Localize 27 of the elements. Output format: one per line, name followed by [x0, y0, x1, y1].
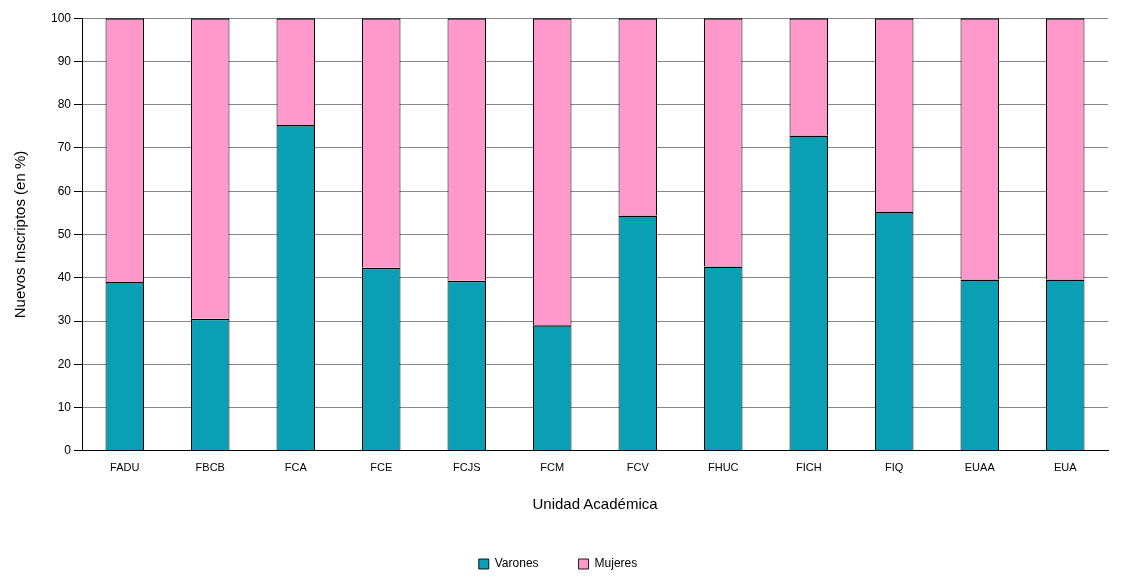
x-tick-label: FCJS [453, 461, 481, 474]
x-tick-label: FHUC [707, 461, 739, 474]
y-tick-label: 10 [57, 399, 72, 414]
y-axis-title: Nuevos Inscriptos (en %) [11, 150, 29, 319]
x-axis-title: Unidad Académica [532, 495, 659, 513]
y-tick-label: 20 [57, 356, 72, 371]
y-tick-label: 80 [57, 97, 72, 112]
y-tick-label: 100 [50, 10, 72, 25]
y-tick-label: 0 [64, 443, 72, 458]
y-tick-label: 50 [57, 226, 72, 241]
legend-label: Varones [494, 556, 539, 571]
y-tick-label: 60 [57, 183, 72, 198]
x-tick-label: FCV [626, 461, 650, 474]
legend-label: Mujeres [594, 556, 638, 571]
x-tick-label: FIQ [885, 461, 904, 474]
y-tick-label: 30 [57, 313, 72, 328]
x-tick-label: FADU [110, 461, 140, 474]
x-tick-label: EUA [1053, 461, 1078, 474]
x-tick-label: FCM [540, 461, 565, 474]
x-tick-label: FCE [370, 461, 393, 474]
x-tick-label: FICH [795, 461, 822, 474]
y-tick-label: 90 [57, 53, 72, 68]
x-tick-label: FBCB [195, 461, 225, 474]
x-tick-label: FCA [284, 461, 308, 474]
x-tick-label: EUAA [964, 461, 996, 474]
y-tick-label: 70 [57, 140, 72, 155]
y-tick-label: 40 [57, 270, 72, 285]
